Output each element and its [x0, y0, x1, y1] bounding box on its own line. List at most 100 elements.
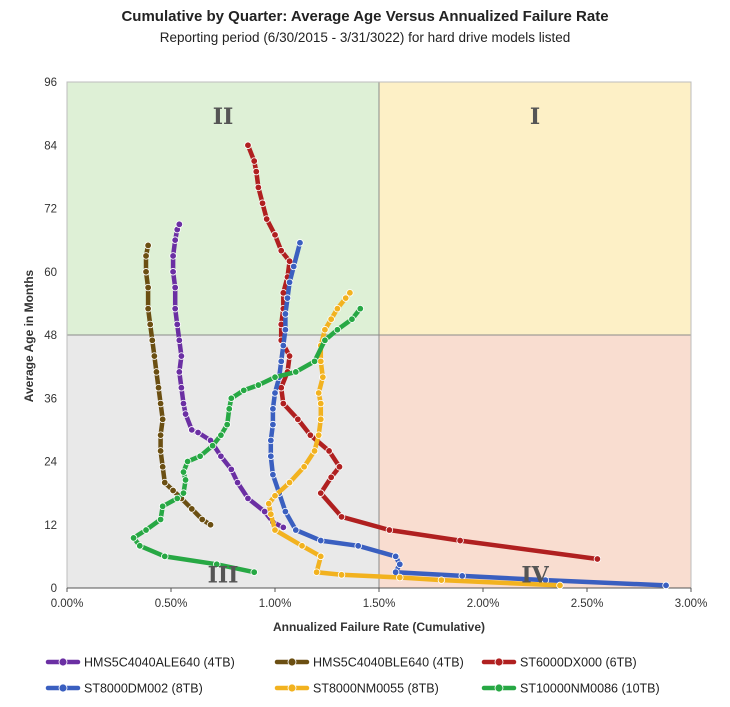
data-point: [294, 415, 302, 424]
y-tick-label: 24: [44, 457, 57, 469]
data-point: [317, 536, 325, 545]
data-point: [175, 220, 184, 229]
data-point: [177, 384, 186, 392]
data-point: [227, 394, 236, 402]
data-point: [298, 542, 306, 550]
data-point: [208, 441, 217, 450]
legend-label: ST6000DX000 (6TB): [520, 656, 637, 670]
legend-item: ST10000NM0086 (10TB): [481, 682, 660, 696]
data-point: [142, 526, 150, 534]
series-5: [265, 289, 564, 590]
data-point: [333, 326, 342, 334]
data-point: [175, 336, 184, 344]
data-point: [267, 436, 275, 445]
data-point: [285, 278, 294, 286]
data-point: [271, 373, 279, 381]
x-tick-label: 3.00%: [675, 598, 708, 610]
data-point: [217, 431, 225, 439]
data-point: [169, 252, 177, 260]
data-point: [161, 478, 169, 487]
data-point: [312, 568, 321, 576]
legend: HMS5C4040ALE640 (4TB) HMS5C4040BLE640 (4T…: [45, 656, 660, 696]
data-point: [198, 515, 206, 524]
data-point: [144, 283, 152, 292]
data-point: [150, 352, 159, 360]
x-tick-label: 0.00%: [51, 598, 84, 610]
data-point: [310, 447, 319, 455]
data-point: [233, 478, 242, 487]
quadrant-label: I: [530, 104, 540, 130]
data-point: [175, 368, 184, 376]
data-point: [161, 552, 169, 561]
data-point: [385, 526, 394, 534]
y-tick-label: 0: [51, 583, 57, 595]
legend-swatch-marker: [58, 657, 68, 667]
legend-swatch-marker: [58, 683, 68, 693]
x-tick-label: 2.50%: [571, 598, 604, 610]
data-point: [317, 415, 325, 424]
data-point: [327, 315, 335, 323]
x-tick-label: 0.50%: [155, 598, 188, 610]
data-point: [346, 289, 354, 297]
legend-label: HMS5C4040BLE640 (4TB): [313, 656, 464, 670]
data-point: [317, 489, 325, 497]
data-point: [179, 399, 188, 408]
legend-item: ST6000DX000 (6TB): [481, 656, 637, 670]
data-point: [265, 499, 273, 508]
legend-item: ST8000DM002 (8TB): [45, 682, 203, 696]
chart-subtitle: Reporting period (6/30/2015 - 3/31/3022)…: [160, 30, 571, 45]
legend-label: ST8000NM0055 (8TB): [313, 682, 439, 696]
data-point: [217, 452, 225, 460]
data-point: [319, 373, 327, 381]
data-point: [156, 431, 165, 439]
data-point: [267, 510, 275, 518]
data-point: [269, 470, 277, 479]
x-tick-label: 2.00%: [467, 598, 500, 610]
data-point: [285, 352, 294, 360]
y-tick-label: 72: [44, 204, 57, 216]
data-point: [196, 452, 204, 460]
data-point: [144, 241, 152, 250]
data-point: [244, 494, 252, 503]
series-1: [169, 220, 288, 532]
series-4: [267, 239, 670, 590]
data-point: [281, 507, 290, 516]
data-point: [290, 262, 298, 271]
legend-label: ST8000DM002 (8TB): [84, 682, 203, 696]
data-point: [169, 486, 177, 495]
data-point: [327, 473, 335, 482]
data-point: [458, 572, 466, 580]
data-point: [437, 576, 446, 584]
data-point: [158, 502, 167, 511]
data-point: [171, 304, 179, 313]
data-point: [300, 463, 308, 471]
data-point: [292, 368, 300, 376]
quadrant-label: IV: [521, 563, 549, 589]
data-point: [337, 513, 346, 521]
data-point: [296, 239, 304, 247]
data-point: [593, 555, 602, 563]
series-6: [129, 304, 364, 576]
data-point: [271, 526, 279, 534]
data-point: [279, 399, 288, 408]
y-tick-label: 84: [44, 140, 57, 152]
data-point: [250, 157, 258, 165]
data-point: [306, 431, 315, 439]
data-point: [356, 304, 364, 313]
data-point: [354, 542, 362, 550]
data-point: [279, 523, 288, 532]
data-point: [194, 428, 202, 437]
data-point: [240, 386, 248, 395]
x-tick-label: 1.50%: [363, 598, 396, 610]
y-axis-title: Average Age in Months: [22, 269, 36, 402]
data-point: [181, 476, 190, 484]
data-point: [156, 399, 165, 408]
data-point: [158, 415, 167, 424]
data-point: [206, 521, 215, 529]
data-point: [662, 581, 670, 590]
data-point: [337, 571, 346, 579]
data-point: [173, 320, 181, 329]
legend-swatch-marker: [287, 683, 297, 693]
